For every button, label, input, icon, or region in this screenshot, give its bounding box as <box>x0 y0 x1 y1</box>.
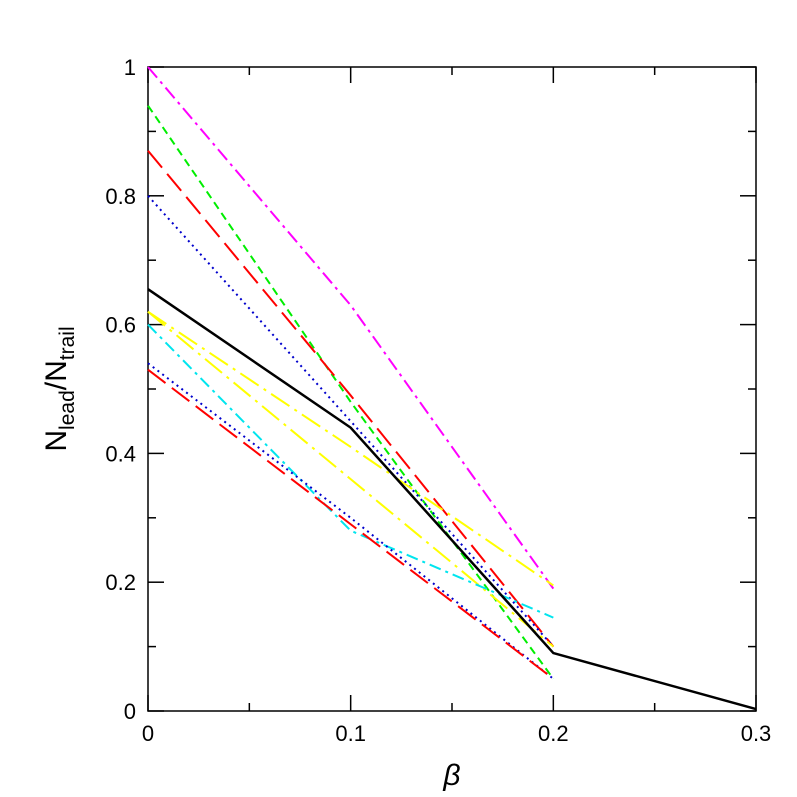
y-label-part: N <box>40 430 73 452</box>
series-line <box>147 66 555 590</box>
series-line <box>147 195 555 648</box>
series-line <box>147 362 554 680</box>
x-axis-label: β <box>442 759 460 792</box>
y-label-sub: trail <box>56 326 79 360</box>
series-line <box>147 288 757 711</box>
y-tick-label: 0.6 <box>105 313 136 338</box>
series-line <box>147 368 554 680</box>
y-tick-label: 0.2 <box>105 570 136 595</box>
series-line <box>147 105 555 680</box>
x-tick-label: 0.2 <box>538 721 569 746</box>
y-tick-label: 0 <box>124 699 136 724</box>
plot-frame <box>147 66 757 712</box>
x-tick-label: 0.1 <box>335 721 366 746</box>
x-tick-label: 0 <box>142 721 154 746</box>
series-line <box>147 323 554 619</box>
y-label-part: /N <box>40 360 73 390</box>
x-tick-label: 0.3 <box>741 721 772 746</box>
series-line <box>147 310 554 648</box>
series-line <box>147 310 554 587</box>
series-line <box>147 150 555 648</box>
y-tick-label: 0.8 <box>105 184 136 209</box>
y-tick-label: 1 <box>124 55 136 80</box>
y-tick-label: 0.4 <box>105 441 136 466</box>
y-label-sub: lead <box>56 390 79 430</box>
y-axis-label: Nlead/Ntrail <box>40 326 79 451</box>
